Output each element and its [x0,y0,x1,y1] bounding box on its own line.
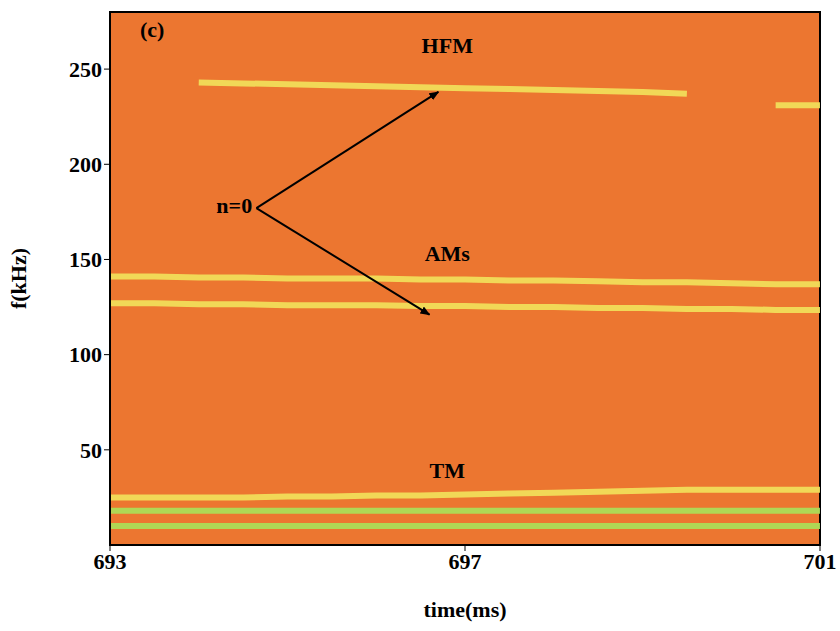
svg-text:200: 200 [69,152,102,177]
svg-text:150: 150 [69,247,102,272]
svg-text:250: 250 [69,57,102,82]
svg-text:TM: TM [430,458,466,483]
svg-text:697: 697 [449,549,482,574]
svg-text:(c): (c) [140,17,164,42]
svg-text:f(kHz): f(kHz) [6,248,31,309]
svg-text:100: 100 [69,342,102,367]
svg-text:701: 701 [804,549,837,574]
svg-text:n=0: n=0 [216,193,252,218]
svg-text:693: 693 [94,549,127,574]
svg-text:AMs: AMs [425,241,471,266]
svg-text:time(ms): time(ms) [423,597,506,622]
svg-text:50: 50 [80,438,102,463]
svg-text:HFM: HFM [422,33,474,58]
